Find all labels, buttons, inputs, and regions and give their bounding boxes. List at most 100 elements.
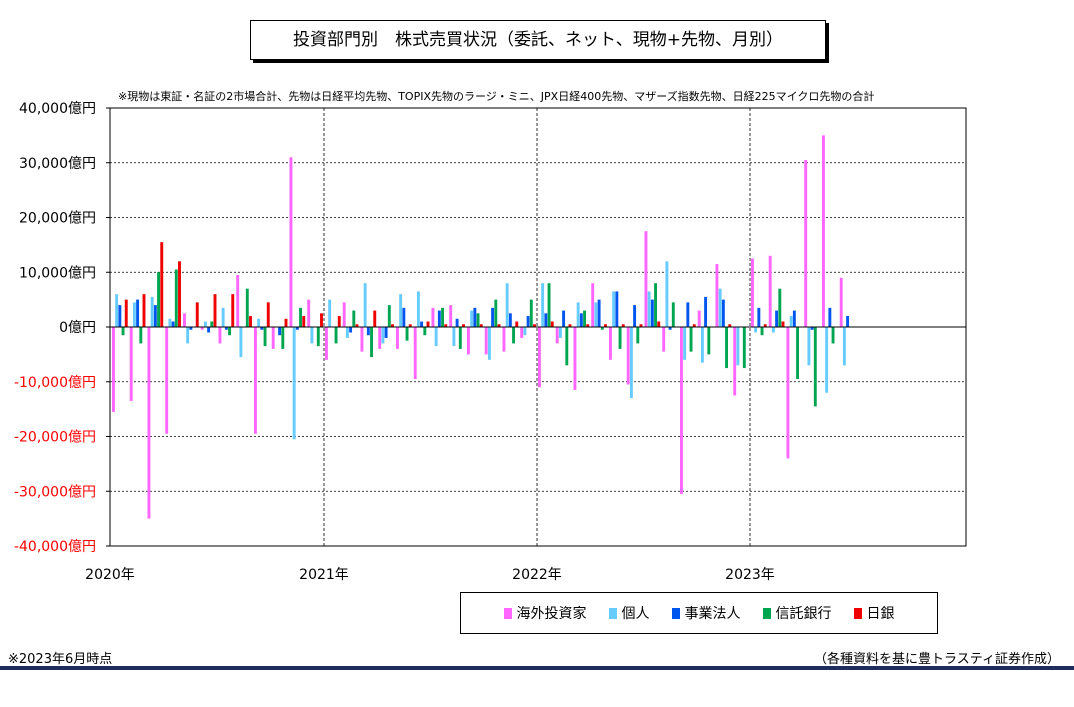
legend-label: 日銀: [866, 606, 895, 622]
bar: [150, 296, 154, 327]
bar: [355, 324, 359, 327]
bar: [142, 294, 146, 327]
bar: [434, 327, 438, 347]
x-tick-label: 2021年: [299, 567, 349, 583]
bar: [413, 327, 417, 380]
bar: [657, 321, 661, 327]
bar: [541, 283, 545, 327]
bar: [266, 302, 270, 327]
bar: [452, 327, 456, 347]
bar: [462, 324, 465, 327]
bar: [479, 324, 483, 327]
bar: [579, 313, 583, 327]
bar: [132, 302, 136, 327]
bar: [508, 313, 512, 327]
y-tick-label: -10,000億円: [14, 375, 96, 391]
bar: [680, 327, 683, 494]
bar: [426, 321, 430, 327]
bar: [171, 321, 175, 327]
bar: [792, 310, 796, 327]
bar: [586, 324, 590, 327]
bar: [139, 327, 143, 344]
bar: [594, 302, 598, 327]
bar: [636, 327, 640, 344]
bar: [210, 321, 214, 327]
bar: [555, 327, 559, 344]
bar: [302, 316, 306, 327]
bar: [633, 305, 637, 327]
bar: [174, 269, 178, 327]
bar: [505, 283, 509, 327]
bar: [565, 327, 569, 366]
bar: [396, 327, 399, 349]
y-tick-label: 40,000億円: [19, 101, 96, 117]
bar: [487, 327, 491, 360]
bar: [760, 327, 764, 336]
bar: [689, 327, 693, 352]
bottom-rule: [0, 666, 1074, 670]
bar: [502, 327, 506, 352]
bar: [700, 327, 704, 363]
bar: [178, 261, 181, 327]
x-tick-label: 2022年: [512, 567, 562, 583]
bar: [118, 305, 122, 327]
bar: [334, 327, 338, 344]
bar: [342, 302, 346, 327]
bar: [189, 327, 193, 330]
bar: [218, 327, 222, 344]
bar: [644, 231, 648, 327]
bar: [316, 327, 320, 347]
bar: [299, 307, 302, 327]
bar: [473, 307, 477, 327]
bar: [437, 310, 441, 327]
bar: [600, 327, 604, 330]
bar: [458, 327, 462, 349]
bar: [399, 294, 403, 327]
bar: [337, 316, 341, 327]
bar: [476, 313, 480, 327]
bar: [121, 327, 125, 336]
bar: [378, 327, 382, 349]
bar: [136, 299, 140, 327]
bar: [257, 318, 261, 327]
legend-item: 信託銀行: [762, 603, 832, 623]
bar: [349, 327, 353, 333]
bar: [281, 327, 285, 349]
bar: [842, 327, 846, 366]
bar: [147, 327, 151, 519]
bar: [704, 296, 708, 327]
bar: [416, 291, 420, 327]
bar: [292, 327, 296, 440]
bar: [224, 327, 228, 330]
legend-swatch: [762, 607, 771, 619]
bar: [533, 324, 536, 327]
y-tick-label: 0億円: [59, 320, 96, 336]
bar: [203, 321, 207, 327]
bar: [629, 327, 633, 399]
bar: [697, 310, 701, 327]
bar: [529, 299, 533, 327]
bar: [576, 302, 580, 327]
bar: [825, 327, 829, 393]
bar: [751, 258, 754, 327]
bar: [609, 327, 612, 360]
bar: [260, 327, 264, 330]
x-tick-label: 2023年: [725, 567, 775, 583]
y-tick-label: 30,000億円: [19, 156, 96, 172]
bar: [168, 318, 172, 327]
bar: [160, 242, 164, 327]
bar: [822, 135, 825, 327]
bar: [828, 307, 832, 327]
bar: [721, 299, 725, 327]
bar: [754, 327, 758, 333]
legend-swatch: [671, 607, 680, 619]
bar: [129, 327, 133, 401]
bar: [718, 288, 722, 327]
bar: [839, 277, 843, 327]
bar: [271, 327, 275, 349]
bar: [231, 294, 235, 327]
bar: [236, 274, 240, 327]
bar: [778, 288, 782, 327]
bar: [846, 316, 850, 327]
bar: [550, 321, 554, 327]
